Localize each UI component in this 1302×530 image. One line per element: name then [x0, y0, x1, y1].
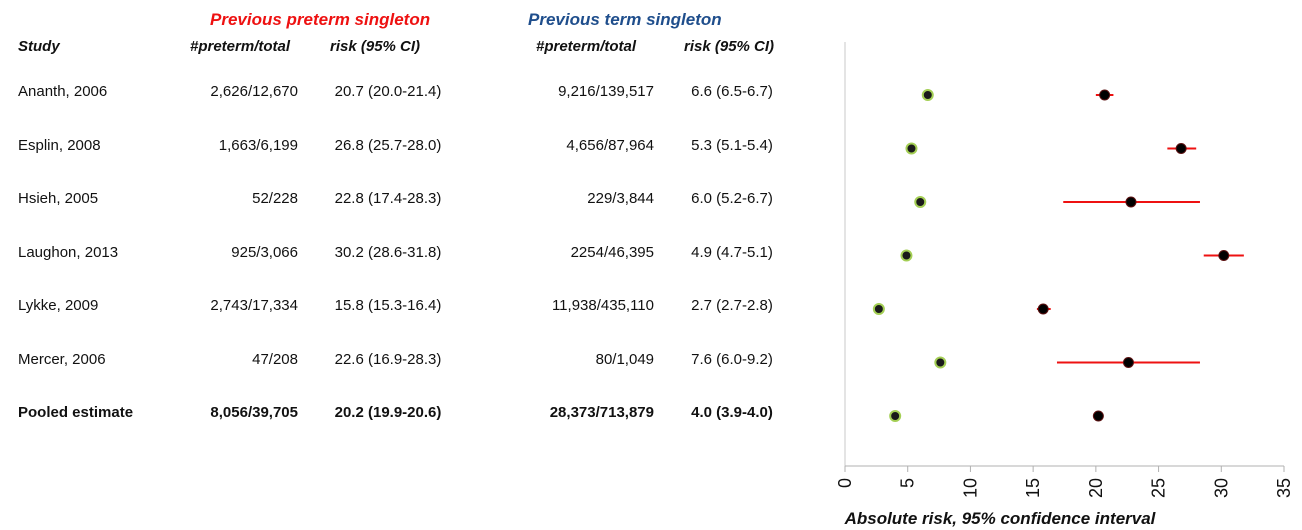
x-tick-label: 0 [835, 478, 855, 488]
preterm-risk-cell: 26.8 (25.7-28.0) [334, 136, 442, 154]
term-count-cell: 9,216/139,517 [558, 83, 654, 100]
x-axis-label: Absolute risk, 95% confidence interval [844, 509, 1157, 528]
term-count-cell: 4,656/87,964 [566, 136, 654, 154]
point-term [872, 303, 885, 315]
x-tick-label: 30 [1211, 478, 1231, 498]
term-risk-cell: 2.7 (2.7-2.8) [691, 297, 773, 314]
preterm-count-cell: 2,743/17,334 [210, 297, 298, 314]
x-tick-label: 25 [1149, 478, 1169, 498]
term-count-cell: 28,373/713,879 [549, 404, 654, 421]
group-header-preterm: Previous preterm singleton [210, 10, 431, 29]
column-header-term-risk: risk (95% CI) [684, 38, 775, 55]
point-term [934, 356, 947, 369]
study-name: Pooled estimate [18, 404, 134, 421]
term-count-cell: 80/1,049 [595, 350, 654, 368]
point-term [914, 196, 927, 208]
preterm-risk-cell: 20.7 (20.0-21.4) [334, 83, 442, 100]
study-name: Ananth, 2006 [18, 83, 108, 100]
preterm-count-cell: 1,663/6,199 [218, 136, 298, 154]
term-risk-cell: 4.9 (4.7-5.1) [691, 243, 773, 261]
point-preterm [1092, 410, 1104, 422]
point-preterm [1175, 143, 1187, 154]
preterm-risk-cell: 22.6 (16.9-28.3) [334, 350, 442, 368]
term-risk-cell: 6.0 (5.2-6.7) [691, 190, 773, 207]
point-term [921, 89, 934, 101]
x-tick-label: 5 [898, 478, 918, 488]
study-name: Mercer, 2006 [18, 350, 106, 368]
study-name: Esplin, 2008 [18, 136, 101, 154]
point-term [905, 142, 918, 155]
preterm-count-cell: 925/3,066 [231, 243, 298, 261]
study-name: Laughon, 2013 [18, 243, 119, 261]
preterm-count-cell: 52/228 [252, 190, 298, 207]
column-header-preterm-count: #preterm/total [190, 38, 291, 55]
term-count-cell: 2254/46,395 [570, 243, 654, 261]
term-risk-cell: 6.6 (6.5-6.7) [691, 83, 773, 100]
column-header-term-count: #preterm/total [536, 38, 637, 55]
point-term [889, 410, 902, 422]
point-preterm [1125, 196, 1137, 208]
point-preterm [1037, 303, 1049, 315]
term-risk-cell: 4.0 (3.9-4.0) [691, 404, 773, 421]
x-tick-label: 35 [1274, 478, 1294, 498]
preterm-count-cell: 8,056/39,705 [210, 404, 298, 421]
point-preterm [1218, 250, 1230, 261]
group-header-term: Previous term singleton [528, 10, 722, 29]
point-term [900, 249, 913, 262]
point-preterm [1122, 357, 1134, 368]
x-tick-label: 15 [1023, 478, 1043, 498]
x-tick-label: 10 [960, 478, 980, 498]
preterm-risk-cell: 20.2 (19.9-20.6) [334, 404, 442, 421]
term-count-cell: 229/3,844 [587, 190, 654, 207]
preterm-risk-cell: 22.8 (17.4-28.3) [334, 190, 442, 207]
term-count-cell: 11,938/435,110 [551, 297, 654, 314]
study-name: Lykke, 2009 [18, 297, 99, 314]
preterm-count-cell: 2,626/12,670 [210, 83, 298, 100]
preterm-count-cell: 47/208 [252, 350, 298, 368]
column-header-preterm-risk: risk (95% CI) [330, 38, 421, 55]
point-preterm [1099, 89, 1111, 101]
term-risk-cell: 7.6 (6.0-9.2) [691, 350, 773, 368]
x-tick-label: 20 [1086, 478, 1106, 498]
term-risk-cell: 5.3 (5.1-5.4) [691, 136, 773, 154]
study-name: Hsieh, 2005 [18, 190, 99, 207]
column-header-study: Study [18, 38, 60, 55]
preterm-risk-cell: 30.2 (28.6-31.8) [334, 243, 442, 261]
preterm-risk-cell: 15.8 (15.3-16.4) [334, 297, 442, 314]
